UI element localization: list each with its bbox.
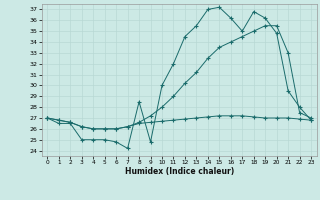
X-axis label: Humidex (Indice chaleur): Humidex (Indice chaleur)	[124, 167, 234, 176]
